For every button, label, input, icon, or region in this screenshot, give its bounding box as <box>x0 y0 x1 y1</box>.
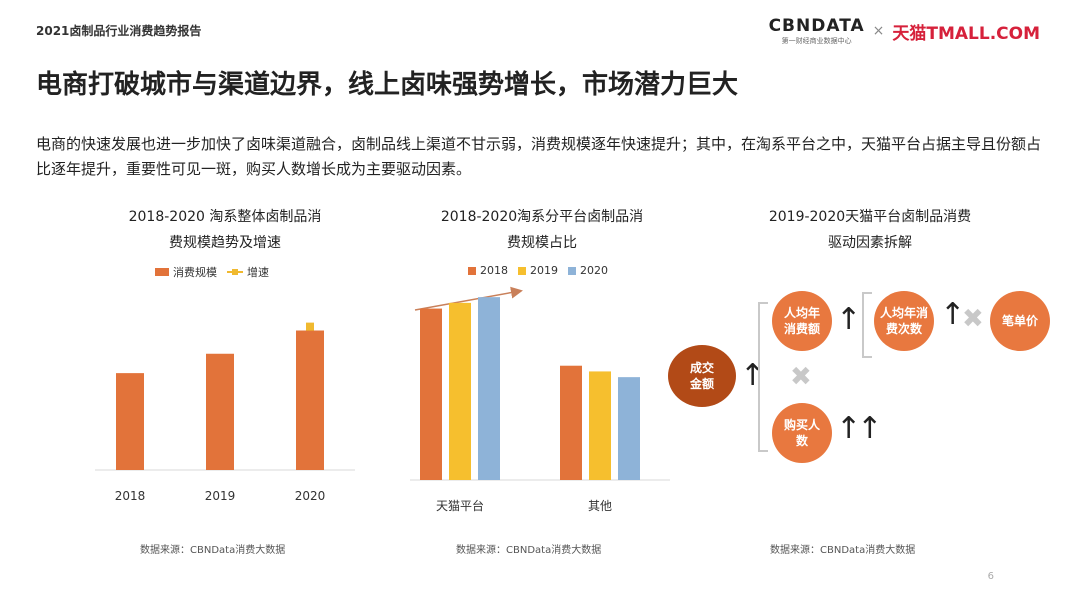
cbndata-logo-text: CBNDATA <box>768 16 865 36</box>
x-tick-label: 2018 <box>115 489 146 503</box>
node-unit-price-label: 笔单价 <box>1001 314 1038 328</box>
node-gmv: 成交金额 <box>668 345 736 407</box>
panel2-legend: 2018 2019 2020 <box>468 264 618 277</box>
legend-item-2020: 2020 <box>568 264 608 277</box>
panel3-title-line2: 驱动因素拆解 <box>828 235 912 251</box>
arrow-up-icon: ↑ <box>940 297 966 332</box>
bar-其他-2020 <box>618 377 640 480</box>
legend-label-growth: 增速 <box>247 266 269 279</box>
node-gmv-label: 成交金额 <box>689 361 714 391</box>
double-arrow-up-icon: ↑↑ <box>836 411 882 446</box>
tmall-logo: 天猫TMALL.COM <box>892 23 1040 44</box>
x-tick-label: 天猫平台 <box>436 498 484 513</box>
chart-consumption-scale: 2018 2019 2020 <box>95 322 355 503</box>
legend-swatch-2018 <box>468 266 476 275</box>
trend-arrow-icon <box>414 286 523 311</box>
bracket-gmv <box>758 302 768 452</box>
node-buyers: 购买人数 <box>772 403 832 463</box>
legend-label-2019: 2019 <box>530 264 558 277</box>
bar-天猫平台-2020 <box>478 297 500 480</box>
summary-text: 电商的快速发展也进一步加快了卤味渠道融合，卤制品线上渠道不甘示弱，消费规模逐年快… <box>36 135 1042 178</box>
page-number: 6 <box>987 571 994 582</box>
arrow-up-icon: ↑ <box>836 302 862 337</box>
bar-consumption-2018 <box>116 373 144 470</box>
bar-consumption-2020 <box>296 330 324 470</box>
legend-swatch-2020 <box>568 266 576 275</box>
panel1-legend: 消费规模 增速 <box>155 264 279 280</box>
panel2-source: 数据来源：CBNData消费大数据 <box>456 545 602 556</box>
node-frequency: 人均年消费次数 <box>874 291 934 351</box>
legend-item-growth: 增速 <box>227 264 269 280</box>
legend-swatch-consumption <box>155 268 169 276</box>
panel3-title-line1: 2019-2020天猫平台卤制品消费 <box>768 209 972 225</box>
panel2-title-line2: 费规模占比 <box>507 235 577 251</box>
brand-separator: × <box>872 23 885 39</box>
node-buyers-label: 购买人数 <box>784 418 821 448</box>
legend-label-2018: 2018 <box>480 264 508 277</box>
legend-swatch-growth <box>227 269 243 275</box>
multiply-icon: ✖ <box>790 362 812 392</box>
bracket-per-capita <box>862 292 872 358</box>
panel3-title: 2019-2020天猫平台卤制品消费 驱动因素拆解 <box>750 204 990 256</box>
panel2-title: 2018-2020淘系分平台卤制品消 费规模占比 <box>412 204 672 256</box>
bar-天猫平台-2019 <box>449 302 471 480</box>
panel1-title-line1: 2018-2020 淘系整体卤制品消 <box>128 209 322 225</box>
multiply-icon: ✖ <box>962 304 984 334</box>
panel3-source: 数据来源：CBNData消费大数据 <box>770 545 916 556</box>
legend-item-2018: 2018 <box>468 264 508 277</box>
brand-logos: CBNDATA 第一财经商业数据中心 × 天猫TMALL.COM <box>769 16 1040 46</box>
growth-point-2020 <box>306 322 314 331</box>
chart-platform-share: 天猫平台 其他 <box>410 286 670 513</box>
arrow-up-icon: ↑ <box>740 358 766 393</box>
x-tick-label: 2020 <box>295 489 326 503</box>
bar-其他-2018 <box>560 365 582 480</box>
bar-天猫平台-2018 <box>420 308 442 480</box>
panel2-title-line1: 2018-2020淘系分平台卤制品消 <box>440 209 644 225</box>
legend-item-consumption: 消费规模 <box>155 264 217 280</box>
panel1-title: 2018-2020 淘系整体卤制品消 费规模趋势及增速 <box>90 204 360 256</box>
x-tick-label: 2019 <box>205 489 236 503</box>
page-title: 电商打破城市与渠道边界，线上卤味强势增长，市场潜力巨大 <box>36 70 739 100</box>
panel1-title-line2: 费规模趋势及增速 <box>169 235 281 251</box>
x-tick-label: 其他 <box>588 499 612 513</box>
legend-item-2019: 2019 <box>518 264 558 277</box>
legend-label-2020: 2020 <box>580 264 608 277</box>
panel1-source: 数据来源：CBNData消费大数据 <box>140 545 286 556</box>
node-per-capita-spend: 人均年消费额 <box>772 291 832 351</box>
node-unit-price: 笔单价 <box>990 291 1050 351</box>
bar-其他-2019 <box>589 371 611 480</box>
report-label: 2021卤制品行业消费趋势报告 <box>36 24 202 38</box>
legend-label-consumption: 消费规模 <box>173 266 217 279</box>
node-per-capita-spend-label: 人均年消费额 <box>784 306 821 336</box>
cbndata-logo: CBNDATA 第一财经商业数据中心 <box>769 16 865 46</box>
cbndata-logo-subtext: 第一财经商业数据中心 <box>781 37 852 45</box>
bar-consumption-2019 <box>206 353 234 470</box>
legend-swatch-2019 <box>518 266 526 275</box>
node-frequency-label: 人均年消费次数 <box>880 306 929 336</box>
